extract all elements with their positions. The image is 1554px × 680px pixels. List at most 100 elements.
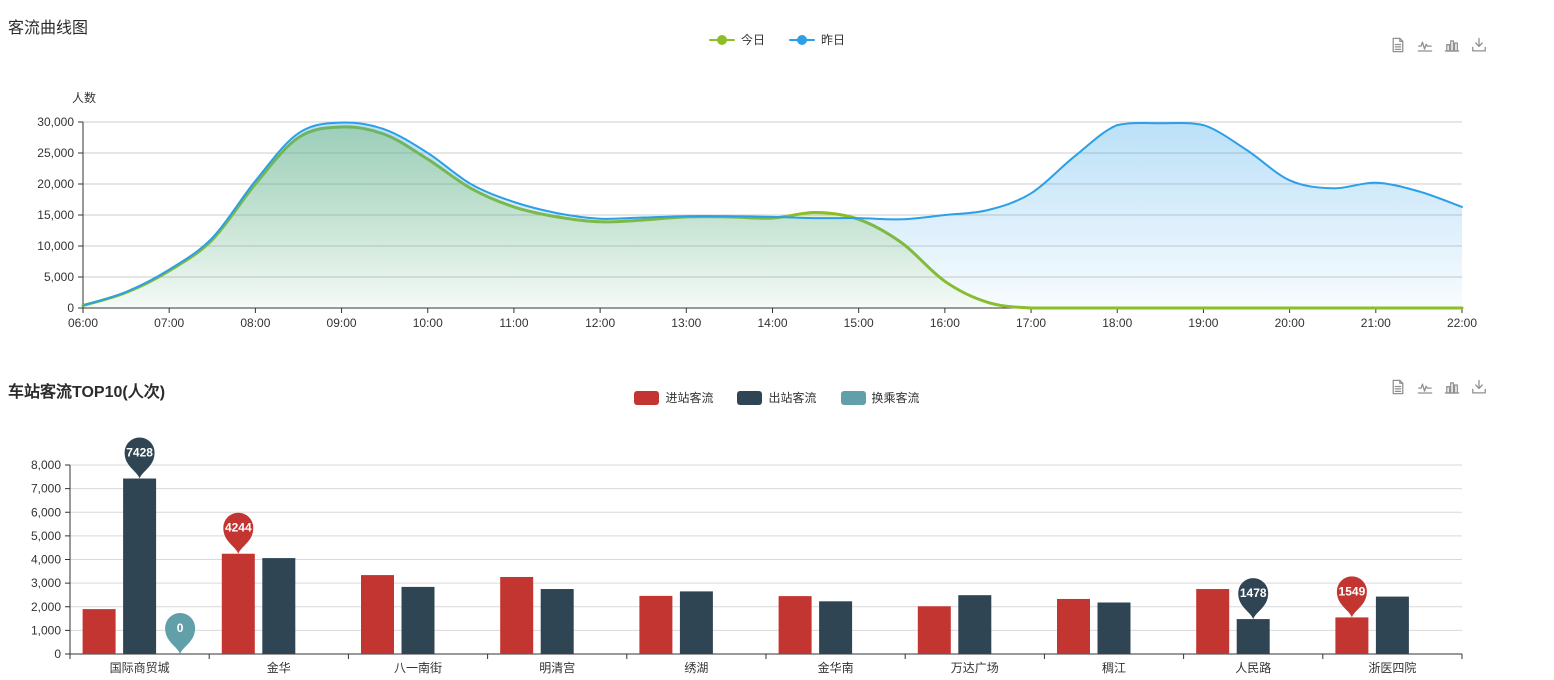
svg-text:25,000: 25,000 [37, 146, 74, 160]
markpoint-pin[interactable]: 1478 [1238, 578, 1269, 620]
svg-text:0: 0 [177, 621, 184, 635]
svg-text:2,000: 2,000 [31, 600, 61, 614]
svg-text:21:00: 21:00 [1361, 316, 1391, 330]
svg-text:5,000: 5,000 [31, 529, 61, 543]
svg-text:1478: 1478 [1240, 586, 1267, 600]
bar[interactable] [778, 596, 812, 654]
markpoint-pin[interactable]: 0 [165, 613, 196, 654]
svg-text:15:00: 15:00 [844, 316, 874, 330]
svg-text:20:00: 20:00 [1275, 316, 1305, 330]
line-type-icon[interactable] [1416, 36, 1434, 54]
bar-chart-title: 车站客流TOP10(人次) [8, 384, 166, 401]
download-icon[interactable] [1470, 378, 1488, 396]
svg-text:绣湖: 绣湖 [684, 660, 708, 675]
markpoint-pins: 7428 4244 0 1478 1549 [124, 437, 1367, 654]
data-view-icon[interactable] [1389, 378, 1407, 396]
bar-chart-axes: 0 1,000 2,000 3,000 4,000 5,000 6,000 7,000 8,00… [31, 458, 1463, 675]
line-chart-title: 客流曲线图 [8, 20, 89, 37]
bar[interactable] [1196, 589, 1230, 654]
bar[interactable] [1236, 619, 1270, 654]
line-type-icon[interactable] [1416, 378, 1434, 396]
bar[interactable] [361, 575, 394, 654]
bar[interactable] [82, 609, 116, 654]
bar-type-icon[interactable] [1443, 378, 1461, 396]
bar[interactable] [262, 558, 296, 654]
svg-text:明清宫: 明清宫 [539, 660, 575, 675]
svg-text:5,000: 5,000 [44, 270, 74, 284]
legend-item-出站客流[interactable]: 出站客流 [737, 389, 817, 406]
legend-item-昨日[interactable]: 昨日 [789, 31, 845, 48]
bar[interactable] [500, 576, 534, 654]
svg-text:8,000: 8,000 [31, 458, 61, 472]
svg-text:12:00: 12:00 [585, 316, 615, 330]
svg-text:06:00: 06:00 [68, 316, 98, 330]
bar[interactable] [1335, 617, 1369, 654]
svg-text:10:00: 10:00 [413, 316, 443, 330]
legend-label: 出站客流 [768, 391, 817, 405]
bar[interactable] [540, 589, 574, 654]
svg-text:7428: 7428 [126, 446, 153, 460]
svg-text:20,000: 20,000 [37, 177, 74, 191]
svg-text:4,000: 4,000 [31, 553, 61, 567]
markpoint-pin[interactable]: 1549 [1336, 576, 1367, 618]
bar[interactable] [1375, 596, 1409, 654]
bar[interactable] [401, 586, 435, 654]
legend-item-今日[interactable]: 今日 [708, 31, 765, 48]
legend-item-进站客流[interactable]: 进站客流 [634, 389, 713, 406]
legend-rect-marker [737, 390, 763, 405]
legend-label: 换乘客流 [871, 391, 920, 405]
svg-text:16:00: 16:00 [930, 316, 960, 330]
svg-text:15,000: 15,000 [37, 208, 74, 222]
bar[interactable] [819, 601, 853, 654]
legend-rect-marker [840, 390, 866, 405]
svg-text:14:00: 14:00 [757, 316, 787, 330]
legend-line-marker [708, 34, 735, 46]
svg-text:7,000: 7,000 [31, 482, 61, 496]
svg-text:3,000: 3,000 [31, 576, 61, 590]
svg-text:0: 0 [67, 301, 74, 315]
svg-text:浙医四院: 浙医四院 [1368, 661, 1416, 675]
bar-chart-gridlines [70, 464, 1462, 631]
download-icon[interactable] [1470, 36, 1488, 54]
svg-text:30,000: 30,000 [37, 115, 74, 129]
svg-text:22:00: 22:00 [1447, 316, 1477, 330]
svg-text:金华南: 金华南 [818, 660, 854, 675]
svg-text:08:00: 08:00 [240, 316, 270, 330]
markpoint-pin[interactable]: 7428 [124, 437, 155, 479]
series-出站客流 [123, 478, 1409, 654]
bar-chart-canvas[interactable]: 0 1,000 2,000 3,000 4,000 5,000 6,000 7,000 8,00… [0, 420, 1554, 680]
svg-text:13:00: 13:00 [671, 316, 701, 330]
svg-text:17:00: 17:00 [1016, 316, 1046, 330]
bar[interactable] [958, 595, 992, 654]
bar[interactable] [679, 591, 713, 654]
series-进站客流 [82, 553, 1369, 654]
bar[interactable] [221, 553, 255, 654]
legend-label: 进站客流 [665, 391, 714, 405]
markpoint-pin[interactable]: 4244 [223, 512, 254, 554]
bar[interactable] [639, 595, 673, 654]
bar[interactable] [123, 478, 157, 654]
svg-text:6,000: 6,000 [31, 505, 61, 519]
bar[interactable] [917, 606, 951, 654]
svg-text:0: 0 [54, 647, 61, 661]
bar[interactable] [1097, 602, 1131, 654]
legend-line-marker [789, 34, 815, 46]
svg-text:19:00: 19:00 [1188, 316, 1218, 330]
legend-label: 今日 [740, 33, 765, 47]
svg-text:1,000: 1,000 [31, 623, 61, 637]
line-chart-legend: 今日 昨日 [0, 31, 1554, 48]
svg-text:八一南街: 八一南街 [394, 660, 442, 675]
line-chart-toolbox [1389, 36, 1488, 54]
svg-text:万达广场: 万达广场 [951, 661, 999, 675]
legend-item-换乘客流[interactable]: 换乘客流 [840, 389, 920, 406]
data-view-icon[interactable] [1389, 36, 1407, 54]
bar[interactable] [1057, 598, 1090, 654]
svg-text:10,000: 10,000 [37, 239, 74, 253]
line-chart-canvas[interactable]: 0 5,000 10,000 15,000 20,000 25,000 30,000 06:0… [0, 60, 1554, 350]
bar-type-icon[interactable] [1443, 36, 1461, 54]
bar-chart-toolbox [1389, 378, 1488, 396]
series-昨日[interactable] [82, 121, 1463, 308]
legend-rect-marker [634, 390, 660, 405]
svg-text:稠江: 稠江 [1102, 661, 1126, 675]
